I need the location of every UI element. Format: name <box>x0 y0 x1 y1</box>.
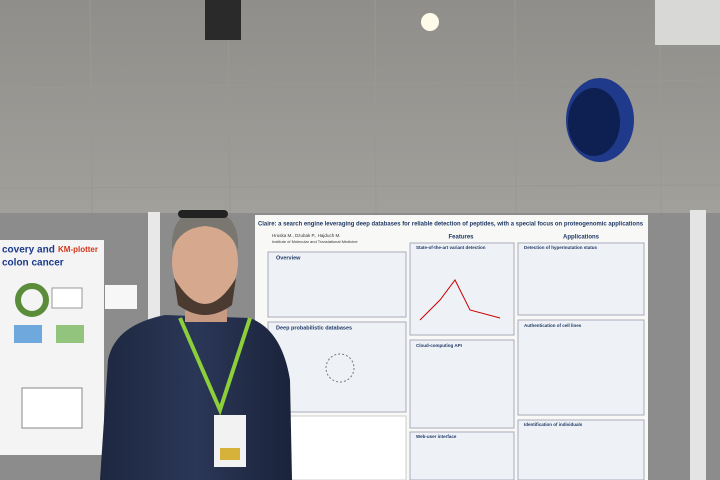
section-header: Authentication of cell lines <box>524 323 582 328</box>
left-poster-title: covery and <box>2 245 55 256</box>
blue-lamp-inner <box>568 88 620 156</box>
section-box <box>409 242 515 336</box>
figure <box>325 353 355 383</box>
left-poster-logo: KM-plotter <box>58 245 98 254</box>
ceiling-fixture <box>205 0 241 40</box>
poster-authors: Hruska M., Dzubak P., Hajduch M. <box>272 233 340 238</box>
section-box <box>267 251 407 318</box>
hair <box>171 210 239 250</box>
column-header: Applications <box>563 235 600 241</box>
left-poster-figure <box>14 325 42 343</box>
paper-note <box>105 285 137 309</box>
shirt <box>100 315 292 480</box>
poster-title: Claire: a search engine leveraging deep … <box>258 222 644 228</box>
section-box <box>517 319 645 416</box>
left-poster-figure <box>51 287 83 309</box>
beard <box>174 278 236 315</box>
section-box <box>409 339 515 429</box>
section-header: Web-user interface <box>416 434 457 439</box>
section-header: Detection of hypermutation status <box>524 245 598 250</box>
left-poster-figure <box>21 387 83 429</box>
section-header: Identification of individuals <box>524 422 583 427</box>
ceiling-vent <box>655 0 720 45</box>
section-header: Deep probabilistic databases <box>276 325 352 331</box>
section-box <box>267 321 407 413</box>
badge-stripe <box>220 448 240 460</box>
sunglasses <box>178 210 228 218</box>
section-header: Cloud-computing API <box>416 343 462 348</box>
section-box <box>409 431 515 480</box>
left-poster-figure <box>15 283 49 317</box>
section-header: Overview <box>276 255 301 261</box>
person <box>100 210 292 480</box>
ceiling-light <box>421 13 439 31</box>
section-box <box>517 419 645 480</box>
column-header: Features <box>448 235 474 241</box>
face <box>172 220 238 304</box>
figure <box>419 279 501 321</box>
board-post <box>690 210 706 480</box>
section-header: State-of-the-art variant detection <box>416 245 486 250</box>
section-box <box>517 242 645 316</box>
left-poster-figure <box>56 325 84 343</box>
poster-affiliation: Institute of Molecular and Translational… <box>272 239 358 244</box>
lanyard <box>178 317 252 416</box>
left-poster-title: colon cancer <box>2 258 64 269</box>
